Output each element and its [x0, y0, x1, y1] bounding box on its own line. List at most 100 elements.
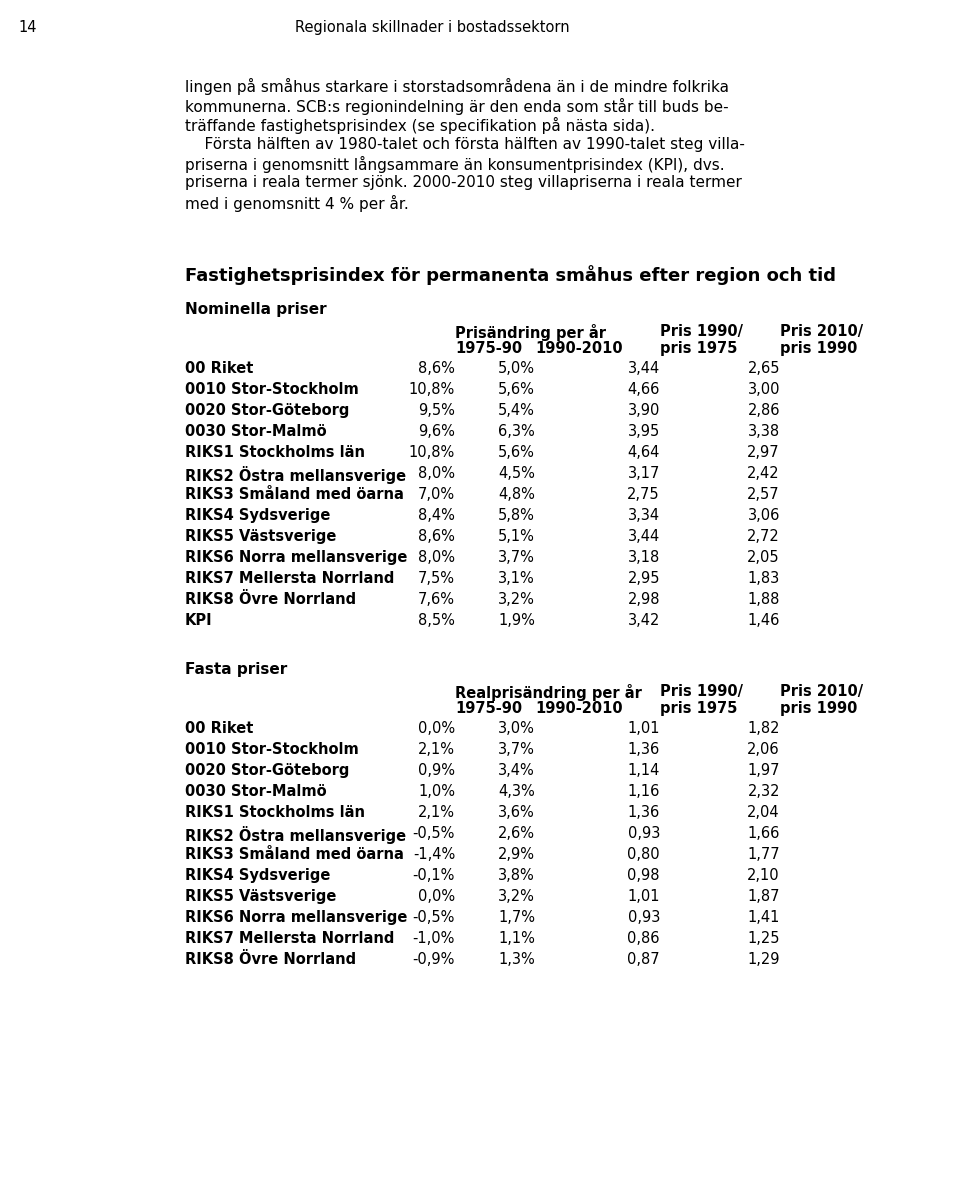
Text: 1990-2010: 1990-2010: [535, 701, 623, 716]
Text: 3,38: 3,38: [748, 424, 780, 439]
Text: Fastighetsprisindex för permanenta småhus efter region och tid: Fastighetsprisindex för permanenta småhu…: [185, 265, 836, 285]
Text: 00 Riket: 00 Riket: [185, 721, 253, 736]
Text: 2,98: 2,98: [628, 592, 660, 607]
Text: 2,65: 2,65: [748, 361, 780, 376]
Text: 0030 Stor-Malmö: 0030 Stor-Malmö: [185, 784, 326, 799]
Text: 2,04: 2,04: [748, 805, 780, 820]
Text: 1,82: 1,82: [748, 721, 780, 736]
Text: 8,4%: 8,4%: [419, 508, 455, 523]
Text: RIKS1 Stockholms län: RIKS1 Stockholms län: [185, 805, 365, 820]
Text: 5,0%: 5,0%: [498, 361, 535, 376]
Text: 0,0%: 0,0%: [418, 889, 455, 904]
Text: 2,97: 2,97: [748, 445, 780, 460]
Text: RIKS4 Sydsverige: RIKS4 Sydsverige: [185, 508, 330, 523]
Text: Pris 1990/: Pris 1990/: [660, 324, 743, 340]
Text: med i genomsnitt 4 % per år.: med i genomsnitt 4 % per år.: [185, 195, 409, 212]
Text: 6,3%: 6,3%: [498, 424, 535, 439]
Text: priserna i reala termer sjönk. 2000-2010 steg villapriserna i reala termer: priserna i reala termer sjönk. 2000-2010…: [185, 176, 742, 190]
Text: 1975-90: 1975-90: [455, 701, 522, 716]
Text: 3,06: 3,06: [748, 508, 780, 523]
Text: 1,29: 1,29: [748, 952, 780, 967]
Text: 14: 14: [18, 20, 36, 35]
Text: 2,05: 2,05: [748, 550, 780, 565]
Text: 1,97: 1,97: [748, 763, 780, 778]
Text: 2,1%: 2,1%: [418, 805, 455, 820]
Text: 3,90: 3,90: [628, 403, 660, 418]
Text: pris 1990: pris 1990: [780, 701, 857, 716]
Text: 0,80: 0,80: [628, 846, 660, 862]
Text: 10,8%: 10,8%: [409, 445, 455, 460]
Text: RIKS4 Sydsverige: RIKS4 Sydsverige: [185, 868, 330, 883]
Text: 1,25: 1,25: [748, 931, 780, 946]
Text: -0,1%: -0,1%: [413, 868, 455, 883]
Text: 8,6%: 8,6%: [419, 529, 455, 544]
Text: 3,2%: 3,2%: [498, 592, 535, 607]
Text: 2,10: 2,10: [748, 868, 780, 883]
Text: -0,5%: -0,5%: [413, 826, 455, 842]
Text: 1,41: 1,41: [748, 910, 780, 925]
Text: 5,6%: 5,6%: [498, 382, 535, 397]
Text: 00 Riket: 00 Riket: [185, 361, 253, 376]
Text: lingen på småhus starkare i storstadsområdena än i de mindre folkrika: lingen på småhus starkare i storstadsomr…: [185, 78, 729, 95]
Text: 5,8%: 5,8%: [498, 508, 535, 523]
Text: -1,4%: -1,4%: [413, 846, 455, 862]
Text: RIKS2 Östra mellansverige: RIKS2 Östra mellansverige: [185, 826, 406, 844]
Text: RIKS7 Mellersta Norrland: RIKS7 Mellersta Norrland: [185, 931, 395, 946]
Text: 1,16: 1,16: [628, 784, 660, 799]
Text: 0,93: 0,93: [628, 910, 660, 925]
Text: Pris 1990/: Pris 1990/: [660, 684, 743, 700]
Text: 1,77: 1,77: [748, 846, 780, 862]
Text: 2,72: 2,72: [747, 529, 780, 544]
Text: 0010 Stor-Stockholm: 0010 Stor-Stockholm: [185, 742, 359, 757]
Text: 9,6%: 9,6%: [419, 424, 455, 439]
Text: pris 1975: pris 1975: [660, 341, 737, 356]
Text: -0,9%: -0,9%: [413, 952, 455, 967]
Text: 3,42: 3,42: [628, 613, 660, 628]
Text: Nominella priser: Nominella priser: [185, 302, 326, 317]
Text: 2,57: 2,57: [748, 486, 780, 502]
Text: 3,7%: 3,7%: [498, 742, 535, 757]
Text: 0,87: 0,87: [628, 952, 660, 967]
Text: 2,6%: 2,6%: [498, 826, 535, 842]
Text: 3,8%: 3,8%: [498, 868, 535, 883]
Text: RIKS5 Västsverige: RIKS5 Västsverige: [185, 529, 336, 544]
Text: 0,9%: 0,9%: [418, 763, 455, 778]
Text: 3,4%: 3,4%: [498, 763, 535, 778]
Text: 1,46: 1,46: [748, 613, 780, 628]
Text: RIKS8 Övre Norrland: RIKS8 Övre Norrland: [185, 952, 356, 967]
Text: 3,44: 3,44: [628, 529, 660, 544]
Text: Pris 2010/: Pris 2010/: [780, 324, 863, 340]
Text: Prisändring per år: Prisändring per år: [455, 324, 606, 341]
Text: 1990-2010: 1990-2010: [535, 341, 623, 356]
Text: -1,0%: -1,0%: [413, 931, 455, 946]
Text: -0,5%: -0,5%: [413, 910, 455, 925]
Text: Pris 2010/: Pris 2010/: [780, 684, 863, 700]
Text: 0,93: 0,93: [628, 826, 660, 842]
Text: 4,8%: 4,8%: [498, 486, 535, 502]
Text: 0,86: 0,86: [628, 931, 660, 946]
Text: 3,0%: 3,0%: [498, 721, 535, 736]
Text: 2,95: 2,95: [628, 571, 660, 586]
Text: 2,32: 2,32: [748, 784, 780, 799]
Text: RIKS2 Östra mellansverige: RIKS2 Östra mellansverige: [185, 466, 406, 484]
Text: 2,86: 2,86: [748, 403, 780, 418]
Text: 0,0%: 0,0%: [418, 721, 455, 736]
Text: 2,42: 2,42: [748, 466, 780, 482]
Text: 3,34: 3,34: [628, 508, 660, 523]
Text: RIKS8 Övre Norrland: RIKS8 Övre Norrland: [185, 592, 356, 607]
Text: 1,88: 1,88: [748, 592, 780, 607]
Text: 1,36: 1,36: [628, 742, 660, 757]
Text: 9,5%: 9,5%: [419, 403, 455, 418]
Text: 5,6%: 5,6%: [498, 445, 535, 460]
Text: pris 1990: pris 1990: [780, 341, 857, 356]
Text: RIKS3 Småland med öarna: RIKS3 Småland med öarna: [185, 486, 404, 502]
Text: 3,2%: 3,2%: [498, 889, 535, 904]
Text: 3,00: 3,00: [748, 382, 780, 397]
Text: 8,0%: 8,0%: [418, 550, 455, 565]
Text: RIKS7 Mellersta Norrland: RIKS7 Mellersta Norrland: [185, 571, 395, 586]
Text: 7,5%: 7,5%: [418, 571, 455, 586]
Text: 0,98: 0,98: [628, 868, 660, 883]
Text: Realprisändring per år: Realprisändring per år: [455, 684, 642, 701]
Text: Första hälften av 1980-talet och första hälften av 1990-talet steg villa-: Första hälften av 1980-talet och första …: [185, 136, 745, 152]
Text: 8,6%: 8,6%: [419, 361, 455, 376]
